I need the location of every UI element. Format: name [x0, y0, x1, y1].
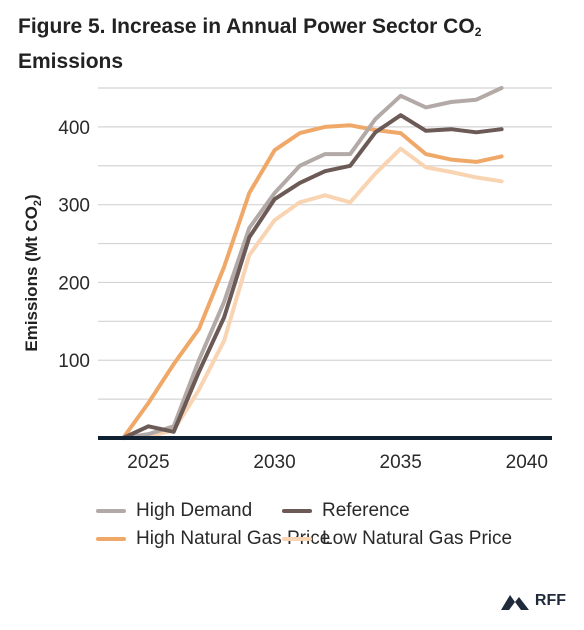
- legend-swatch: [96, 537, 126, 541]
- rff-brand: RFF: [500, 592, 566, 610]
- series-line-low-natural-gas-price: [121, 146, 504, 440]
- legend-item: High Demand: [96, 500, 252, 522]
- legend-swatch: [282, 537, 312, 541]
- y-axis-label: Emissions (Mt CO2): [22, 194, 44, 351]
- legend-label: Reference: [322, 500, 410, 521]
- brand-text: RFF: [534, 592, 566, 609]
- y-tick-label: 400: [58, 118, 90, 139]
- x-tick-label: 2040: [506, 452, 548, 473]
- series-line-reference: [121, 113, 504, 440]
- legend-swatch: [96, 509, 126, 513]
- legend-item: Low Natural Gas Price: [282, 528, 512, 550]
- x-tick-label: 2035: [380, 452, 422, 473]
- legend-label: High Demand: [136, 500, 253, 521]
- chart-title-subscript: 2: [474, 25, 482, 39]
- x-tick-label: 2030: [253, 452, 295, 473]
- legend-label: High Natural Gas Price: [136, 528, 331, 549]
- legend-label: Low Natural Gas Price: [322, 528, 513, 549]
- y-tick-label: 300: [58, 196, 90, 217]
- legend-item: High Natural Gas Price: [96, 528, 330, 550]
- y-tick-label: 100: [58, 351, 90, 372]
- y-tick-label: 200: [58, 273, 90, 294]
- chart-title-main: Figure 5. Increase in Annual Power Secto…: [18, 15, 475, 38]
- legend-swatch: [282, 509, 312, 513]
- series-line-high-natural-gas-price: [121, 123, 504, 440]
- chart-title-end: Emissions: [18, 50, 124, 73]
- x-tick-label: 2025: [127, 452, 169, 473]
- line-chart: 100 200 300 400 2025 2030 2035 2040 Emissions (M…: [22, 86, 552, 473]
- legend-item: Reference: [282, 500, 410, 522]
- chart-title: Figure 5. Increase in Annual Power Secto…: [18, 12, 568, 77]
- mountain-logo-icon: [500, 595, 529, 610]
- series-line-high-demand: [121, 86, 504, 440]
